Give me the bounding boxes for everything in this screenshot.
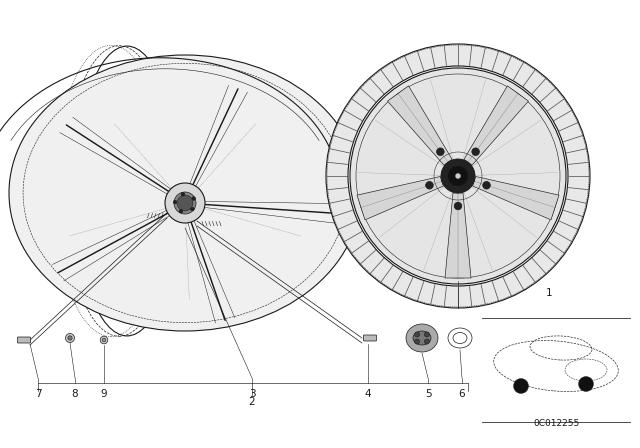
Circle shape [472, 148, 479, 155]
Polygon shape [357, 177, 444, 220]
Circle shape [513, 379, 529, 393]
Circle shape [102, 338, 106, 342]
Circle shape [415, 339, 420, 344]
Circle shape [177, 195, 193, 211]
Circle shape [326, 44, 590, 308]
Text: 3: 3 [249, 389, 255, 399]
Circle shape [191, 207, 194, 211]
Circle shape [483, 181, 490, 189]
Text: 9: 9 [100, 389, 108, 399]
Circle shape [65, 333, 74, 343]
Circle shape [100, 336, 108, 344]
Circle shape [174, 192, 196, 214]
Circle shape [454, 202, 462, 210]
Circle shape [181, 192, 185, 196]
Text: 5: 5 [425, 389, 431, 399]
Text: 4: 4 [365, 389, 371, 399]
Circle shape [68, 336, 72, 340]
Circle shape [348, 66, 568, 286]
Text: 8: 8 [72, 389, 78, 399]
Ellipse shape [406, 324, 438, 352]
Text: 1: 1 [546, 288, 552, 298]
FancyBboxPatch shape [17, 337, 31, 343]
FancyBboxPatch shape [364, 335, 376, 341]
Circle shape [415, 332, 420, 337]
Circle shape [165, 183, 205, 223]
Circle shape [173, 200, 177, 204]
Text: 7: 7 [35, 389, 42, 399]
Polygon shape [464, 86, 529, 165]
Text: 6: 6 [459, 389, 465, 399]
Circle shape [448, 166, 468, 186]
Circle shape [441, 159, 475, 193]
Circle shape [424, 339, 429, 344]
Text: 2: 2 [249, 397, 255, 407]
Text: 0C012255: 0C012255 [533, 419, 579, 428]
Circle shape [424, 332, 429, 337]
Polygon shape [472, 177, 559, 220]
Circle shape [179, 209, 183, 213]
Circle shape [192, 197, 195, 200]
Circle shape [455, 173, 461, 179]
Polygon shape [388, 86, 452, 165]
Circle shape [350, 68, 566, 284]
Ellipse shape [9, 55, 361, 331]
Ellipse shape [413, 331, 431, 345]
Circle shape [426, 181, 433, 189]
Circle shape [436, 148, 444, 155]
Polygon shape [445, 193, 471, 278]
Circle shape [579, 376, 593, 392]
